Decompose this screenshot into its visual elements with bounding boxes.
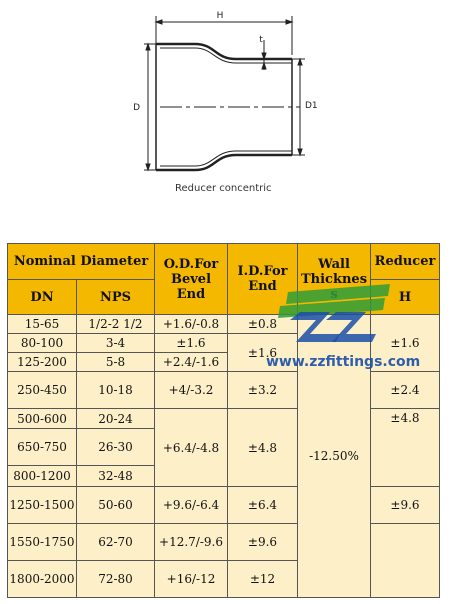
nps-cell: 50-60 [76,486,155,524]
reducer-header: Reducer [370,243,440,280]
id-cell: ±1.6 [227,333,298,372]
od-cell: +2.4/-1.6 [154,352,228,372]
nps-cell: 32-48 [76,465,155,487]
nps-cell: 10-18 [76,371,155,409]
id-header: I.D.For End [227,243,298,315]
reducer-inner-bottom [160,150,292,167]
t-arrow-bottom [261,61,267,70]
h-arrow-right [285,19,294,25]
tolerance-table: Nominal Diameter O.D.For Bevel End I.D.F… [7,243,440,598]
d1-label: D1 [305,101,318,111]
nps-cell: 26-30 [76,428,155,466]
h-cell-empty [370,523,440,598]
od-header: O.D.For Bevel End [154,243,228,315]
od-cell: +4/-3.2 [154,371,228,409]
od-cell: ±1.6 [154,333,228,353]
d1-arrow-top [297,57,303,66]
h-cell: ±4.8 [370,408,440,487]
nps-cell: 20-24 [76,408,155,429]
id-cell: ±4.8 [227,408,298,487]
od-cell: +9.6/-6.4 [154,486,228,524]
reducer-drawing: H t D D1 [133,11,318,172]
dn-cell: 1800-2000 [7,560,77,598]
dn-cell: 125-200 [7,352,77,372]
nps-cell: 5-8 [76,352,155,372]
wall-cell: -12.50% [297,314,371,598]
reducer-outer-top [156,42,292,61]
id-cell: ±12 [227,560,298,598]
h-cell: ±2.4 [370,371,440,409]
h-header: H [370,279,440,315]
dn-header: DN [7,279,77,315]
dn-cell: 1550-1750 [7,523,77,561]
h-label: H [217,11,224,21]
od-cell: +12.7/-9.6 [154,523,228,561]
dn-cell: 1250-1500 [7,486,77,524]
h-cell: ±9.6 [370,486,440,524]
drawing-caption: Reducer concentric [175,183,272,194]
t-arrow-top [261,52,267,61]
nps-cell: 62-70 [76,523,155,561]
dn-cell: 650-750 [7,428,77,466]
id-cell: ±6.4 [227,486,298,524]
od-cell: +16/-12 [154,560,228,598]
nps-header: NPS [76,279,155,315]
nps-cell: 3-4 [76,333,155,353]
dn-cell: 800-1200 [7,465,77,487]
id-cell: ±0.8 [227,314,298,334]
nps-cell: 72-80 [76,560,155,598]
wall-header: Wall Thicknes s [297,243,371,315]
t-label: t [259,35,263,45]
dn-cell: 500-600 [7,408,77,429]
id-cell: ±3.2 [227,371,298,409]
nominal-diameter-header: Nominal Diameter [7,243,155,280]
dn-cell: 80-100 [7,333,77,353]
dn-cell: 250-450 [7,371,77,409]
dn-cell: 15-65 [7,314,77,334]
reducer-outer-bottom [156,153,292,172]
id-cell: ±9.6 [227,523,298,561]
reducer-inner-top [160,47,292,64]
nps-cell: 1/2-2 1/2 [76,314,155,334]
od-cell: +6.4/-4.8 [154,408,228,487]
h-cell: ±1.6 [370,314,440,372]
d1-arrow-bottom [297,148,303,157]
h-arrow-left [154,19,163,25]
d-arrow-bottom [145,163,151,172]
d-label: D [133,103,140,113]
od-cell: +1.6/-0.8 [154,314,228,334]
d-arrow-top [145,42,151,51]
